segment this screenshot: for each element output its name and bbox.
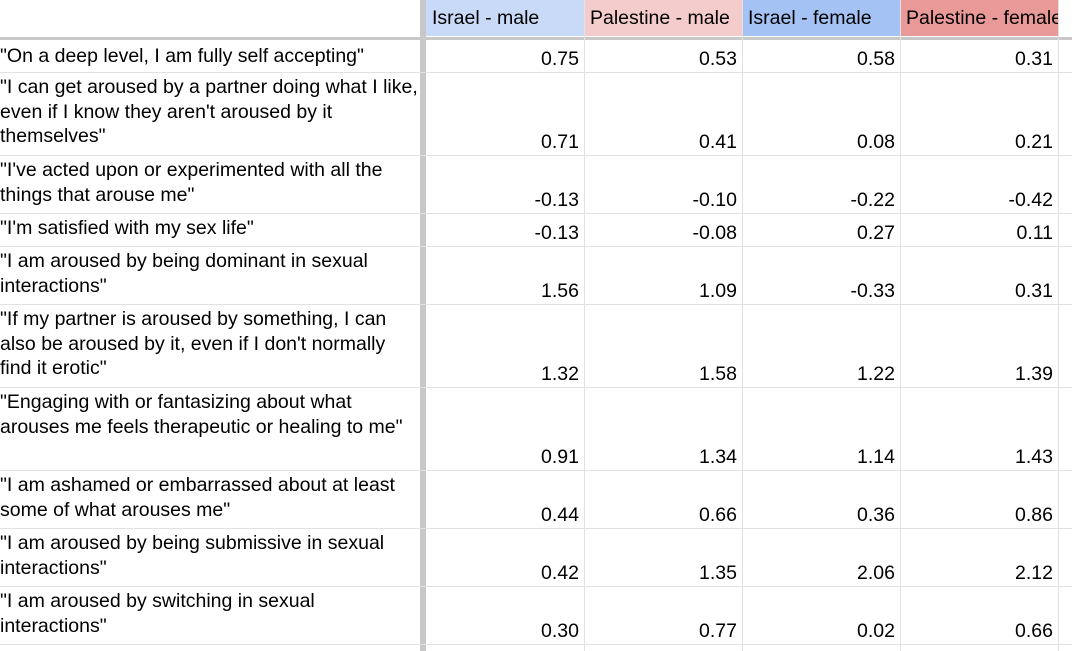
value-cell-israel-female[interactable]: 0.02 (857, 620, 895, 642)
table-row: "Engaging with or fantasizing about what… (0, 388, 1072, 470)
question-cell[interactable]: "I am aroused by being submissive in sex… (0, 532, 385, 579)
value-cell-palestine-male[interactable]: -0.10 (692, 189, 737, 211)
row-gridline (0, 470, 1072, 471)
value-cell-israel-male[interactable]: 0.30 (541, 620, 579, 642)
row-gridline (0, 246, 1072, 247)
header-cell-israel-male[interactable]: Israel - male (426, 0, 584, 36)
value-cell-israel-female[interactable]: 2.06 (857, 562, 895, 584)
value-cell-palestine-female[interactable]: 0.31 (1015, 280, 1053, 302)
value-cell-israel-female[interactable]: -0.22 (850, 189, 895, 211)
column-gridline (1058, 0, 1059, 651)
row-gridline (0, 72, 1072, 73)
value-cell-israel-male[interactable]: 0.44 (541, 504, 579, 526)
value-cell-palestine-female[interactable]: 0.86 (1015, 504, 1053, 526)
value-cell-israel-female[interactable]: 1.14 (857, 446, 895, 468)
value-cell-palestine-female[interactable]: 0.31 (1015, 48, 1053, 70)
value-cell-israel-male[interactable]: 0.91 (541, 446, 579, 468)
value-cell-palestine-female[interactable]: 0.66 (1015, 620, 1053, 642)
question-cell[interactable]: "Engaging with or fantasizing about what… (0, 391, 403, 438)
value-cell-israel-male[interactable]: -0.13 (534, 189, 579, 211)
header-corner-cell[interactable] (0, 0, 420, 36)
value-cell-palestine-male[interactable]: 1.35 (699, 562, 737, 584)
table-row: "I can get aroused by a partner doing wh… (0, 73, 1072, 155)
table-row: "On a deep level, I am fully self accept… (0, 42, 1072, 72)
column-gridline (900, 0, 901, 651)
value-cell-palestine-female[interactable]: 2.12 (1015, 562, 1053, 584)
row-gridline (0, 528, 1072, 529)
question-cell[interactable]: "I am aroused by switching in sexual int… (0, 590, 315, 637)
row-gridline (0, 586, 1072, 587)
frozen-column-divider[interactable] (420, 0, 426, 651)
question-cell[interactable]: "I'm satisfied with my sex life" (0, 217, 254, 239)
value-cell-palestine-male[interactable]: 0.66 (699, 504, 737, 526)
value-cell-israel-female[interactable]: 0.27 (857, 222, 895, 244)
value-cell-palestine-male[interactable]: -0.08 (692, 222, 737, 244)
value-cell-israel-female[interactable]: 0.36 (857, 504, 895, 526)
row-gridline (0, 213, 1072, 214)
value-cell-palestine-female[interactable]: 1.39 (1015, 363, 1053, 385)
value-cell-israel-male[interactable]: 0.71 (541, 131, 579, 153)
value-cell-palestine-male[interactable]: 0.53 (699, 48, 737, 70)
header-row: Israel - male Palestine - male Israel - … (0, 0, 1072, 36)
row-gridline (0, 387, 1072, 388)
value-cell-israel-male[interactable]: 1.32 (541, 363, 579, 385)
header-cell-israel-female[interactable]: Israel - female (742, 0, 900, 36)
question-cell[interactable]: "On a deep level, I am fully self accept… (0, 45, 364, 67)
value-cell-israel-female[interactable]: 1.22 (857, 363, 895, 385)
value-cell-israel-female[interactable]: -0.33 (850, 280, 895, 302)
value-cell-palestine-male[interactable]: 1.34 (699, 446, 737, 468)
question-cell[interactable]: "If my partner is aroused by something, … (0, 308, 387, 379)
header-cell-palestine-female[interactable]: Palestine - female (900, 0, 1058, 36)
value-cell-israel-male[interactable]: 0.42 (541, 562, 579, 584)
value-cell-palestine-male[interactable]: 1.58 (699, 363, 737, 385)
question-cell[interactable]: "I am ashamed or embarrassed about at le… (0, 474, 395, 521)
question-cell[interactable]: "I am aroused by being dominant in sexua… (0, 250, 368, 297)
value-cell-palestine-female[interactable]: 1.43 (1015, 446, 1053, 468)
table-row: "I am aroused by being submissive in sex… (0, 529, 1072, 586)
value-cell-israel-male[interactable]: 0.75 (541, 48, 579, 70)
value-cell-palestine-male[interactable]: 0.77 (699, 620, 737, 642)
value-cell-israel-female[interactable]: 0.58 (857, 48, 895, 70)
value-cell-palestine-male[interactable]: 0.41 (699, 131, 737, 153)
header-cell-palestine-male[interactable]: Palestine - male (584, 0, 742, 36)
value-cell-palestine-female[interactable]: -0.42 (1008, 189, 1053, 211)
table-row: "I am ashamed or embarrassed about at le… (0, 471, 1072, 528)
value-cell-palestine-male[interactable]: 1.09 (699, 280, 737, 302)
value-cell-palestine-female[interactable]: 0.11 (1016, 222, 1053, 244)
table-row: "If my partner is aroused by something, … (0, 305, 1072, 387)
question-cell[interactable]: "I can get aroused by a partner doing wh… (0, 76, 418, 147)
table-row: "I've acted upon or experimented with al… (0, 156, 1072, 213)
frozen-row-divider[interactable] (0, 37, 1072, 40)
table-row: "I am aroused by switching in sexual int… (0, 587, 1072, 644)
row-gridline (0, 155, 1072, 156)
column-gridline (584, 0, 585, 651)
value-cell-palestine-female[interactable]: 0.21 (1015, 131, 1053, 153)
value-cell-israel-male[interactable]: -0.13 (534, 222, 579, 244)
row-gridline (0, 644, 1072, 645)
table-row: "I am aroused by being dominant in sexua… (0, 247, 1072, 304)
row-gridline (0, 304, 1072, 305)
value-cell-israel-female[interactable]: 0.08 (857, 131, 895, 153)
table-row: "I'm satisfied with my sex life" -0.13 -0.… (0, 214, 1072, 246)
value-cell-israel-male[interactable]: 1.56 (541, 280, 579, 302)
question-cell[interactable]: "I've acted upon or experimented with al… (0, 159, 383, 206)
column-gridline (742, 0, 743, 651)
